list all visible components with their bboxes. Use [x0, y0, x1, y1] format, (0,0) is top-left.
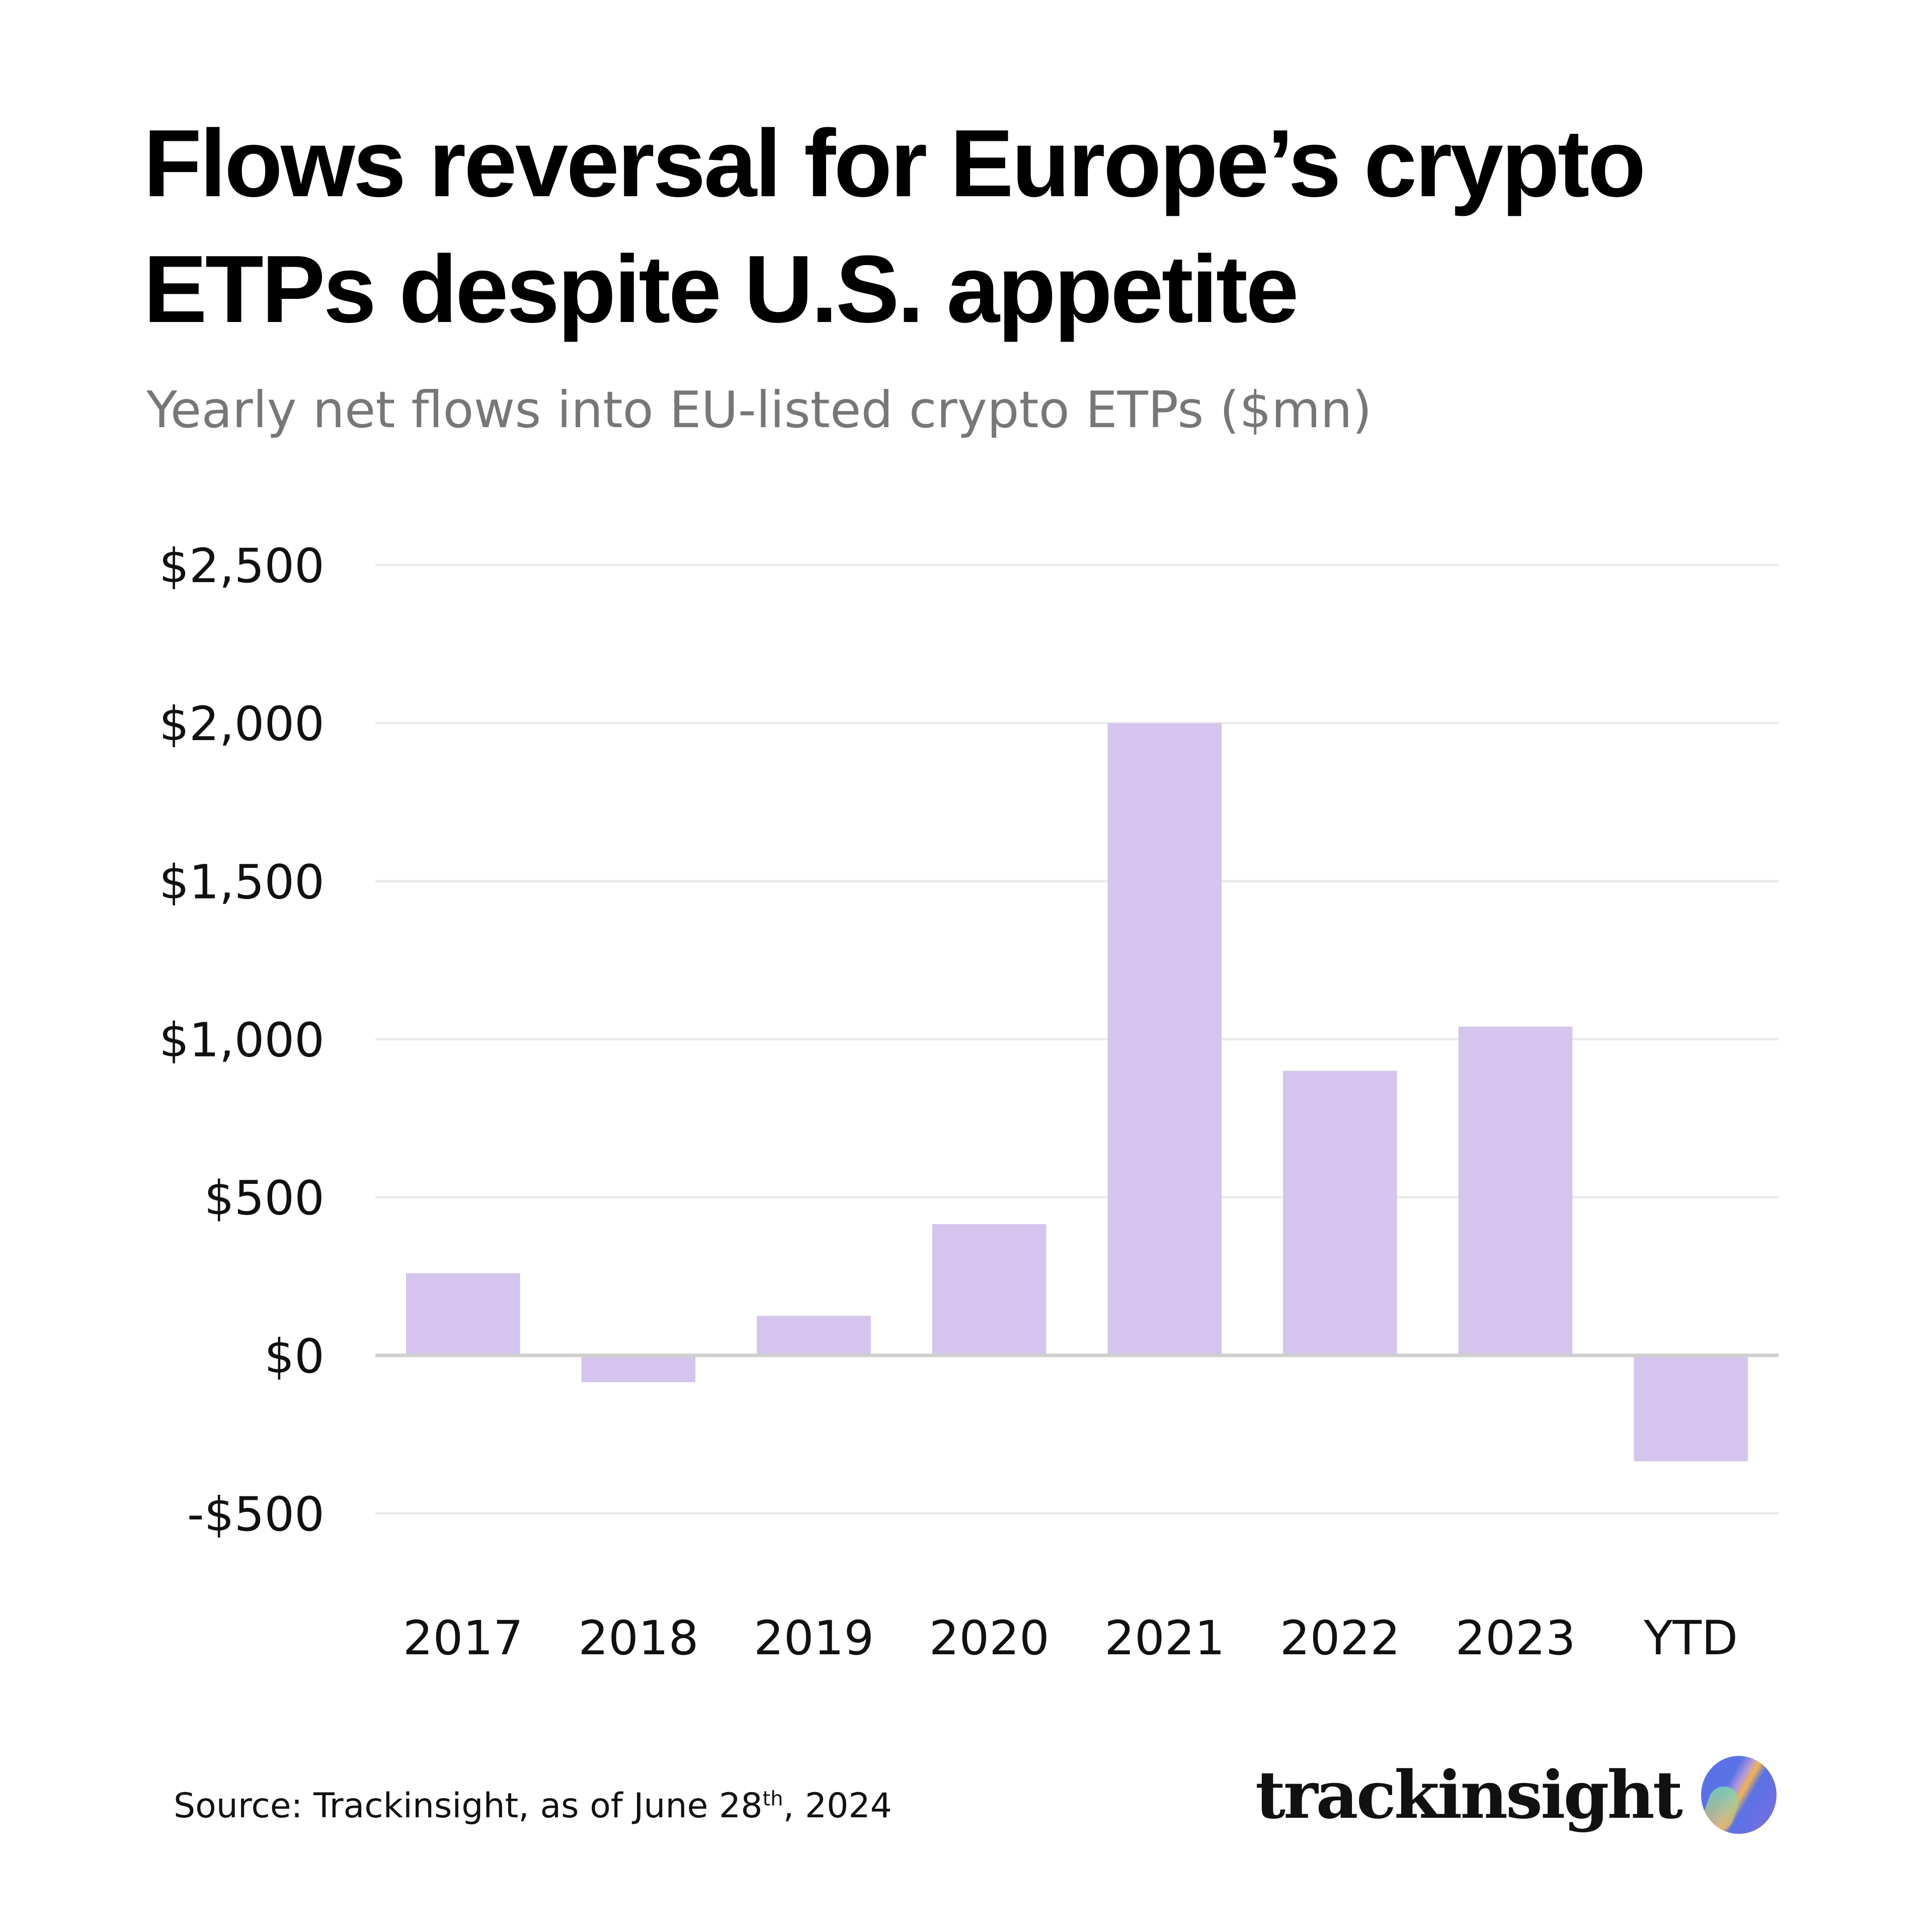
source-text: Source: Trackinsight, as of June 28: [174, 1786, 763, 1826]
x-tick-label: 2019: [754, 1611, 874, 1666]
y-tick-label: $2,000: [159, 697, 325, 752]
x-tick-label: 2021: [1104, 1611, 1225, 1666]
trackinsight-logo: trackinsight: [1255, 1756, 1777, 1834]
y-tick-label: $500: [204, 1171, 325, 1226]
x-tick-label: 2022: [1280, 1611, 1400, 1666]
x-tick-label: YTD: [1643, 1611, 1738, 1666]
chart-subtitle: Yearly net flows into EU-listed crypto E…: [146, 380, 1372, 439]
source-note: Source: Trackinsight, as of June 28th, 2…: [174, 1786, 892, 1826]
y-tick-label: -$500: [187, 1487, 325, 1542]
source-year: , 2024: [783, 1786, 892, 1826]
chart-title: Flows reversal for Europe’s crypto ETPs …: [143, 110, 1646, 343]
bar-2022: [1283, 1071, 1397, 1355]
logo-orb-icon: [1701, 1756, 1777, 1834]
y-tick-label: $1,500: [159, 855, 325, 910]
bar-2020: [932, 1224, 1046, 1355]
y-tick-label: $2,500: [159, 539, 325, 594]
x-tick-label: 2020: [929, 1611, 1050, 1666]
bar-2021: [1107, 723, 1222, 1355]
bar-YTD: [1634, 1355, 1748, 1462]
source-superscript: th: [762, 1787, 783, 1811]
bar-2018: [581, 1355, 696, 1383]
x-tick-label: 2017: [403, 1611, 523, 1666]
bar-2019: [757, 1316, 871, 1355]
y-tick-label: $0: [264, 1329, 325, 1384]
bar-2017: [406, 1273, 520, 1355]
bar-2023: [1458, 1026, 1573, 1355]
chart-header: Flows reversal for Europe’s crypto ETPs …: [143, 101, 1894, 443]
y-tick-label: $1,000: [159, 1013, 325, 1068]
x-tick-label: 2023: [1455, 1611, 1575, 1666]
x-tick-label: 2018: [578, 1611, 698, 1666]
logo-wordmark: trackinsight: [1255, 1756, 1683, 1833]
